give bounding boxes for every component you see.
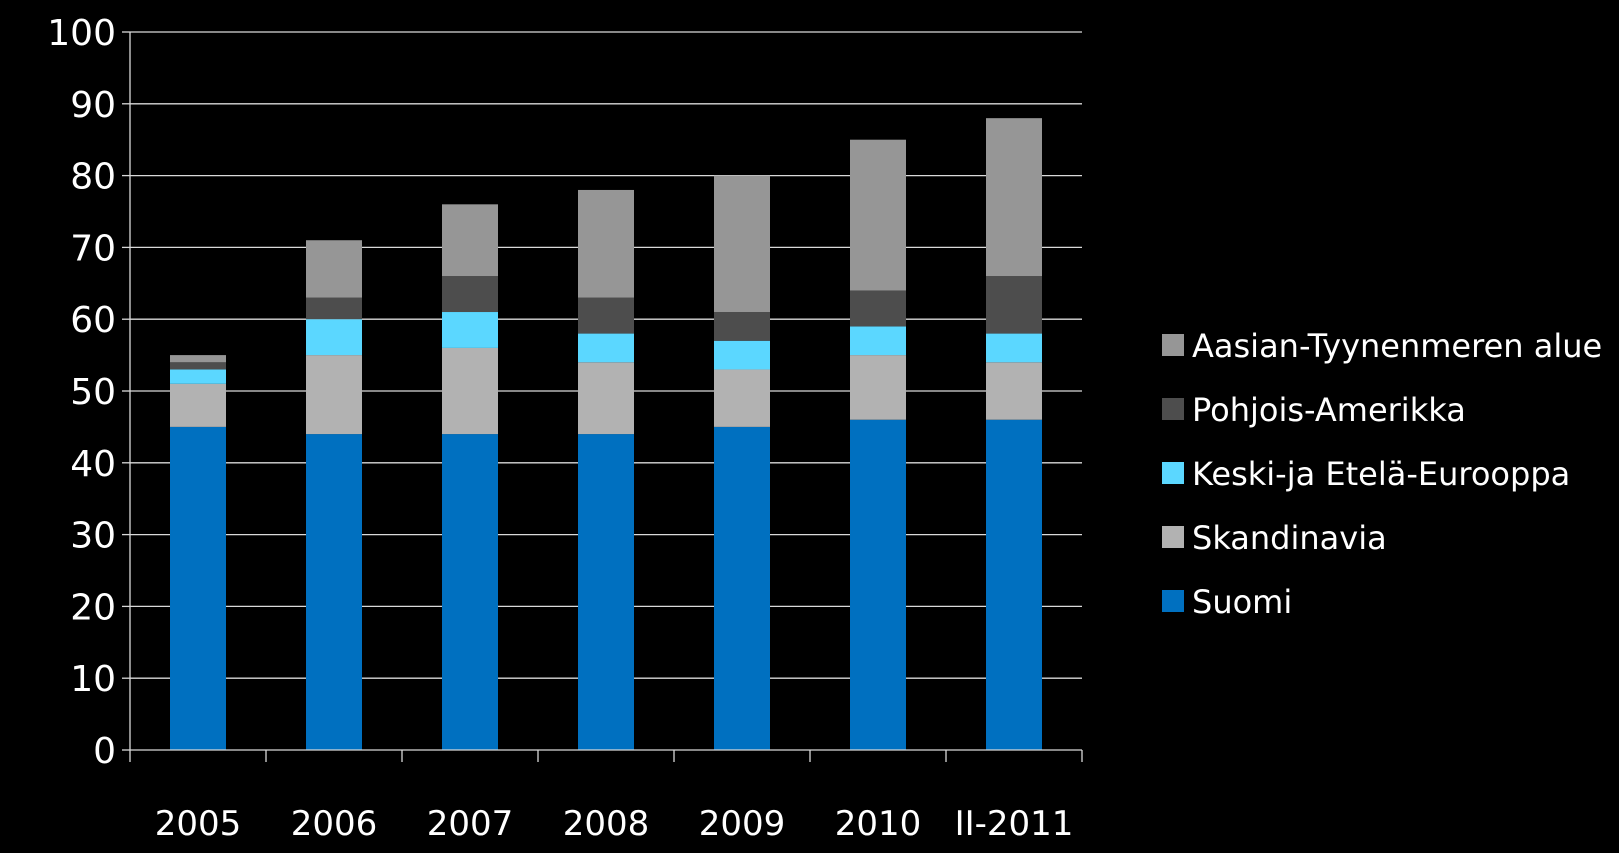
legend-item-suomi: Suomi: [1162, 583, 1292, 621]
bar-2010-suomi: [850, 419, 906, 750]
bar-ii-2011-suomi: [986, 419, 1042, 750]
bar-2007-pohjois-amerikka: [442, 276, 498, 313]
x-tick-label-ii-2011: II-2011: [955, 804, 1074, 844]
bars: [170, 118, 1042, 750]
legend-item-keski-ja-etel-eurooppa: Keski-ja Etelä-Eurooppa: [1162, 455, 1570, 493]
bar-2010-skandinavia: [850, 355, 906, 420]
y-tick-label-100: 100: [47, 13, 116, 54]
x-tick-label-2009: 2009: [699, 804, 786, 844]
x-tick-label-2005: 2005: [155, 804, 242, 844]
legend-item-skandinavia: Skandinavia: [1162, 519, 1387, 557]
bar-2006-aasian-tyynenmeren-alue: [306, 240, 362, 298]
bar-2009-suomi: [714, 426, 770, 750]
bar-2009-aasian-tyynenmeren-alue: [714, 175, 770, 313]
x-tick-label-2007: 2007: [427, 804, 514, 844]
y-tick-label-10: 10: [70, 659, 116, 700]
bar-2005-pohjois-amerikka: [170, 362, 226, 370]
bar-2007-skandinavia: [442, 347, 498, 435]
x-tick-label-2010: 2010: [835, 804, 922, 844]
legend-label-keski-ja-etel-eurooppa: Keski-ja Etelä-Eurooppa: [1192, 455, 1570, 493]
bar-2006-skandinavia: [306, 355, 362, 435]
bar-2009-pohjois-amerikka: [714, 312, 770, 341]
legend-label-aasian-tyynenmeren-alue: Aasian-Tyynenmeren alue: [1192, 327, 1602, 365]
legend-label-skandinavia: Skandinavia: [1192, 519, 1387, 557]
y-axis-ticks: 0 10 20 30 40 50 60 70 80 90 100: [47, 13, 130, 772]
legend-swatch-aasian-tyynenmeren-alue: [1162, 334, 1184, 356]
bar-2009-skandinavia: [714, 369, 770, 427]
bar-ii-2011-aasian-tyynenmeren-alue: [986, 118, 1042, 277]
y-tick-label-40: 40: [70, 444, 116, 485]
bar-2008-keski-ja-etel-eurooppa: [578, 333, 634, 363]
bar-2010-keski-ja-etel-eurooppa: [850, 326, 906, 356]
y-tick-label-30: 30: [70, 516, 116, 557]
bar-2005-skandinavia: [170, 383, 226, 427]
bar-ii-2011-skandinavia: [986, 362, 1042, 420]
bar-2006-keski-ja-etel-eurooppa: [306, 319, 362, 356]
legend-item-aasian-tyynenmeren-alue: Aasian-Tyynenmeren alue: [1162, 327, 1602, 365]
bar-2008-aasian-tyynenmeren-alue: [578, 189, 634, 298]
bar-2008-skandinavia: [578, 362, 634, 435]
legend-item-pohjois-amerikka: Pohjois-Amerikka: [1162, 391, 1466, 429]
legend-swatch-pohjois-amerikka: [1162, 398, 1184, 420]
y-tick-label-20: 20: [70, 587, 116, 628]
bar-2005-aasian-tyynenmeren-alue: [170, 355, 226, 363]
bar-2008-suomi: [578, 434, 634, 750]
legend-swatch-suomi: [1162, 590, 1184, 612]
bar-2010-pohjois-amerikka: [850, 290, 906, 327]
bar-2009-keski-ja-etel-eurooppa: [714, 340, 770, 370]
bar-2007-keski-ja-etel-eurooppa: [442, 312, 498, 348]
x-tick-label-2008: 2008: [563, 804, 650, 844]
legend-label-suomi: Suomi: [1192, 583, 1292, 621]
legend-label-pohjois-amerikka: Pohjois-Amerikka: [1192, 391, 1466, 429]
bar-2007-aasian-tyynenmeren-alue: [442, 204, 498, 277]
y-tick-label-50: 50: [70, 372, 116, 413]
legend: Aasian-Tyynenmeren alue Pohjois-Amerikka K…: [1162, 327, 1602, 621]
y-tick-label-70: 70: [70, 228, 116, 269]
legend-swatch-skandinavia: [1162, 526, 1184, 548]
bar-2010-aasian-tyynenmeren-alue: [850, 139, 906, 291]
legend-swatch-keski-ja-etel-eurooppa: [1162, 462, 1184, 484]
x-axis-ticks: 2005 2006 2007 2008 2009 2010 II-2011: [129, 750, 1083, 844]
y-tick-label-0: 0: [93, 731, 116, 772]
y-tick-label-80: 80: [70, 157, 116, 198]
bar-2005-suomi: [170, 426, 226, 750]
bar-2008-pohjois-amerikka: [578, 297, 634, 334]
y-tick-label-60: 60: [70, 300, 116, 341]
bar-ii-2011-keski-ja-etel-eurooppa: [986, 333, 1042, 363]
bar-2007-suomi: [442, 434, 498, 750]
bar-2005-keski-ja-etel-eurooppa: [170, 369, 226, 384]
bar-2006-pohjois-amerikka: [306, 297, 362, 320]
bar-ii-2011-pohjois-amerikka: [986, 276, 1042, 334]
x-tick-label-2006: 2006: [291, 804, 378, 844]
bar-2006-suomi: [306, 434, 362, 750]
y-tick-label-90: 90: [70, 85, 116, 126]
